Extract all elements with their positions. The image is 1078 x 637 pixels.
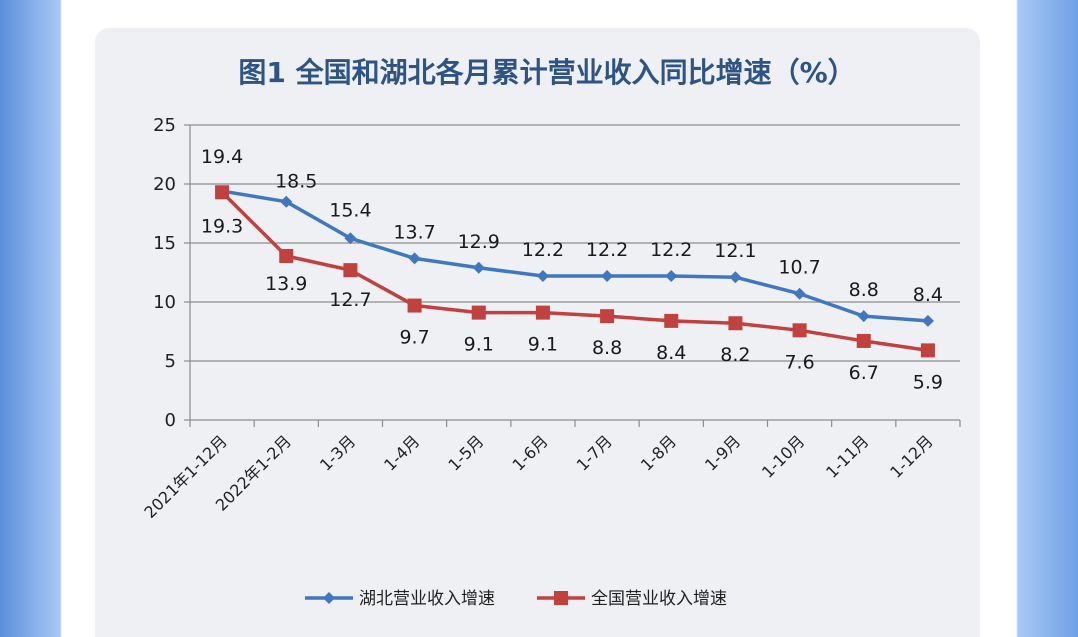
legend-entry: 湖北营业收入增速	[359, 589, 495, 609]
data-point-hubei	[280, 195, 293, 208]
data-label: 6.7	[849, 362, 879, 384]
data-point-national	[215, 185, 230, 200]
data-point-national	[856, 333, 871, 348]
legend-marker-diamond	[323, 592, 335, 604]
data-point-national	[407, 298, 422, 313]
data-point-national	[792, 323, 807, 338]
x-tick-label: 1-5月	[444, 431, 487, 474]
data-point-national	[535, 305, 550, 320]
data-point-hubei	[665, 270, 678, 283]
data-label: 8.4	[913, 284, 943, 306]
data-label: 12.9	[458, 231, 500, 253]
x-tick-label: 1-4月	[380, 431, 423, 474]
data-label: 12.1	[714, 240, 756, 262]
data-label: 8.8	[592, 337, 622, 359]
data-labels: 19.4 18.5 15.4 13.7 12.9 12.2 12.2 12.2 12.1 10.7…	[201, 146, 943, 393]
data-label: 12.2	[522, 239, 564, 261]
data-label: 7.6	[784, 351, 814, 373]
data-point-national	[664, 313, 679, 328]
x-tick-label: 2021年1-12月	[140, 431, 231, 522]
grid-lines	[190, 124, 960, 362]
chart-title: 图1 全国和湖北各月累计营业收入同比增速（%）	[238, 56, 855, 89]
data-point-hubei	[729, 271, 742, 284]
x-tick-label: 1-6月	[509, 431, 552, 474]
y-tick-label: 20	[153, 174, 176, 195]
data-label: 9.1	[528, 334, 558, 356]
data-point-national	[600, 309, 615, 324]
data-label: 12.2	[650, 239, 692, 261]
data-label: 18.5	[275, 171, 317, 193]
data-point-national	[728, 316, 743, 331]
x-tick-label: 1-8月	[637, 431, 680, 474]
chart-card	[95, 28, 980, 637]
data-point-hubei	[921, 314, 934, 327]
data-label: 13.9	[265, 273, 307, 295]
data-label: 19.3	[201, 215, 243, 237]
x-tick-label: 1-11月	[822, 431, 872, 481]
data-point-hubei	[344, 232, 357, 245]
y-tick-labels: 0 5 10 15 20 25	[153, 115, 176, 431]
data-label: 9.7	[399, 327, 429, 349]
data-point-national	[343, 263, 358, 278]
x-tick-label: 1-3月	[316, 431, 359, 474]
y-tick-label: 5	[165, 351, 176, 372]
data-point-hubei	[857, 310, 870, 323]
y-tick-label: 10	[153, 292, 176, 313]
x-tick-label: 1-12月	[886, 431, 936, 481]
data-label: 12.2	[586, 239, 628, 261]
y-tick-label: 25	[153, 115, 176, 136]
data-label: 5.9	[913, 371, 943, 393]
data-label: 10.7	[778, 257, 820, 279]
x-tick-label: 1-9月	[701, 431, 744, 474]
axes	[184, 124, 961, 427]
legend: 湖北营业收入增速 全国营业收入增速	[305, 589, 727, 609]
data-point-hubei	[601, 270, 614, 283]
data-label: 19.4	[201, 146, 243, 168]
x-tick-label: 1-10月	[758, 431, 808, 481]
legend-marker-square	[554, 591, 568, 605]
series-line-0	[221, 189, 929, 323]
data-label: 12.7	[329, 289, 371, 311]
data-label: 8.2	[720, 344, 750, 366]
data-point-national	[471, 305, 486, 320]
y-tick-label: 0	[165, 410, 176, 431]
data-point-hubei	[536, 270, 549, 283]
data-label: 9.1	[464, 334, 494, 356]
legend-entry: 全国营业收入增速	[591, 589, 727, 609]
data-point-national	[920, 343, 935, 358]
y-tick-label: 15	[153, 233, 176, 254]
data-point-hubei	[472, 261, 485, 274]
series-group	[215, 185, 935, 358]
series-line-1	[220, 191, 929, 353]
data-label: 8.8	[849, 279, 879, 301]
data-label: 13.7	[393, 221, 435, 243]
data-point-national	[279, 248, 294, 263]
data-point-hubei	[793, 287, 806, 300]
x-tick-label: 1-7月	[573, 431, 616, 474]
data-label: 8.4	[656, 342, 686, 364]
data-point-hubei	[408, 252, 421, 265]
data-label: 15.4	[329, 199, 371, 221]
